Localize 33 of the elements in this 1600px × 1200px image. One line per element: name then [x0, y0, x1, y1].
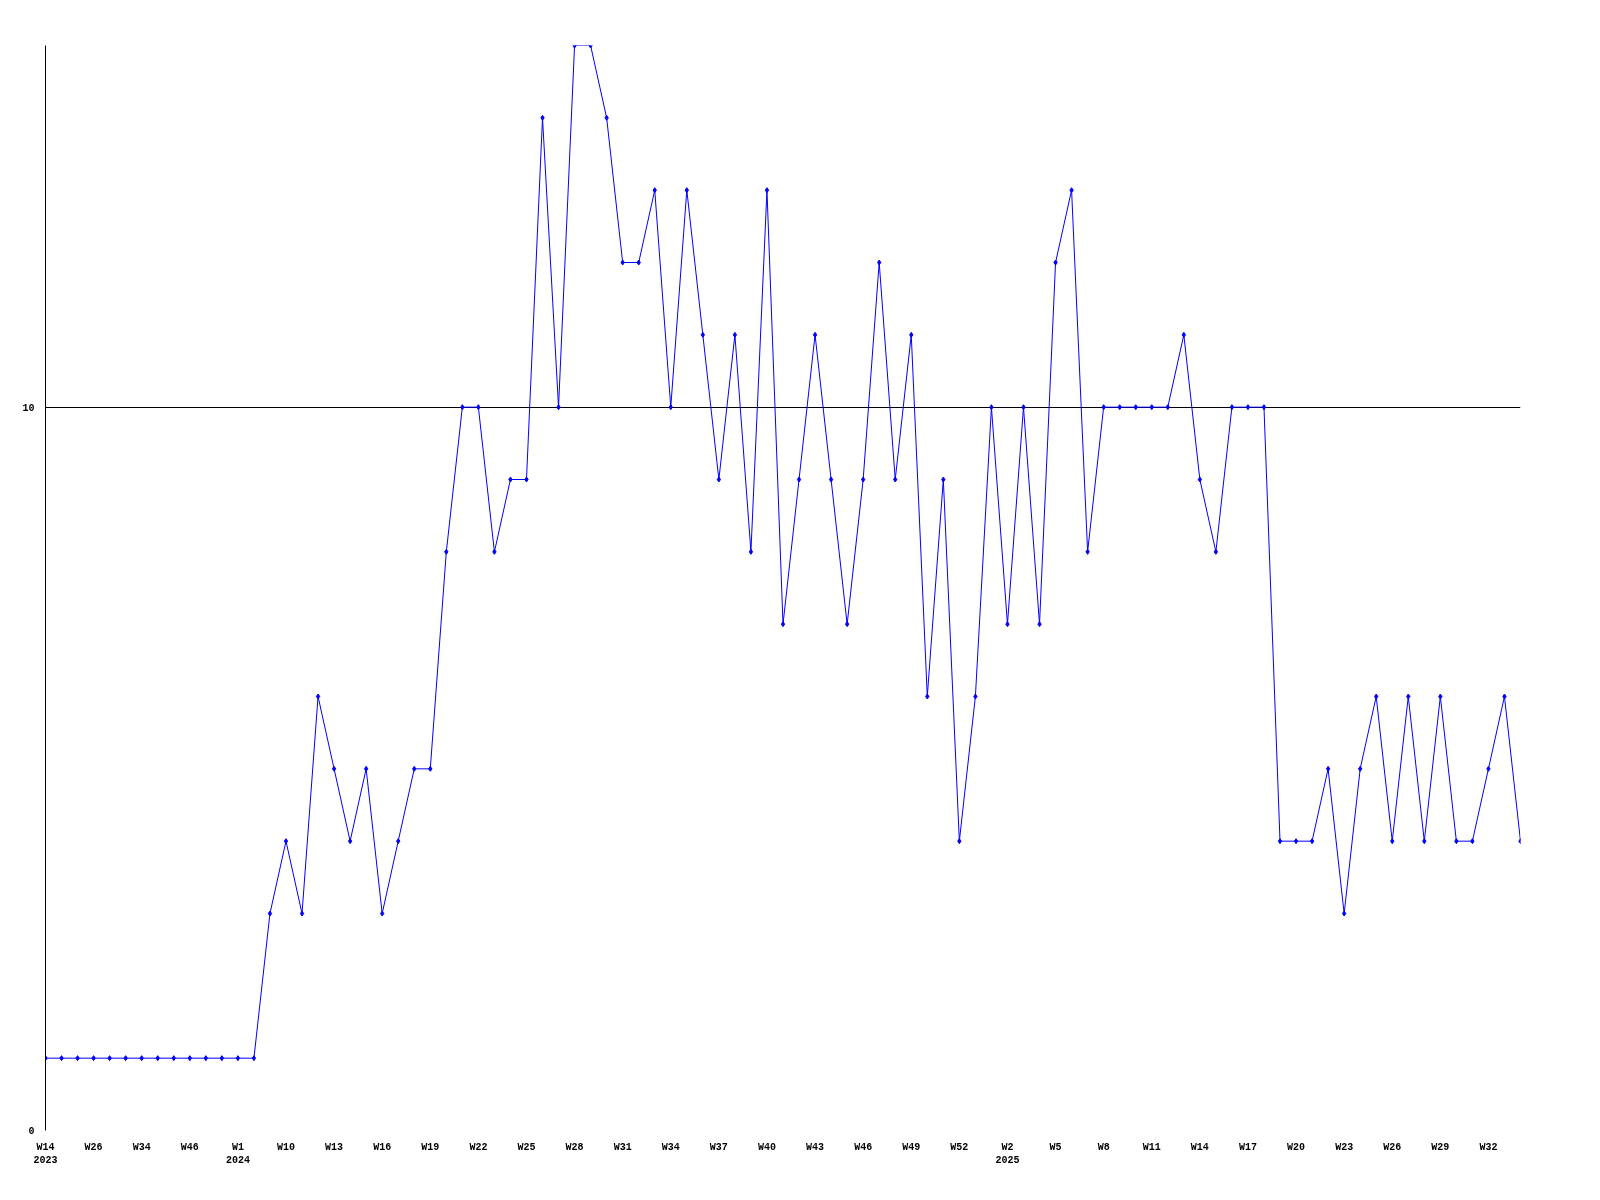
x-tick-label: W34 [132, 1141, 151, 1153]
x-tick-label: W26 [84, 1141, 103, 1153]
x-tick-label: W11 [1142, 1141, 1161, 1153]
x-tick-label: W25 [517, 1141, 536, 1153]
x-tick-label: W22 [469, 1141, 488, 1153]
x-tick-label: W29 [1431, 1141, 1450, 1153]
y-tick-label: 0 [28, 1126, 35, 1137]
x-tick-label: W52 [950, 1141, 969, 1153]
x-tick-label: W43 [806, 1141, 825, 1153]
x-tick-label: W14 2023 [33, 1141, 58, 1166]
x-tick-label: W23 [1335, 1141, 1354, 1153]
x-tick-label: W16 [373, 1141, 392, 1153]
x-tick-label: W34 [661, 1141, 680, 1153]
x-tick-label: W10 [276, 1141, 295, 1153]
x-tick-label: W46 [180, 1141, 199, 1153]
x-tick-label: W17 [1238, 1141, 1257, 1153]
x-tick-label: W1 2024 [225, 1141, 250, 1166]
x-tick-label: W14 [1190, 1141, 1209, 1153]
x-tick-label: W5 [1049, 1141, 1062, 1153]
x-tick-label: W13 [325, 1141, 344, 1153]
x-tick-label: W49 [902, 1141, 921, 1153]
x-tick-label: W40 [757, 1141, 776, 1153]
x-tick-label: W20 [1287, 1141, 1306, 1153]
x-tick-label: W2 2025 [995, 1141, 1020, 1166]
y-tick-label: 10 [22, 402, 35, 414]
x-tick-label: W46 [854, 1141, 873, 1153]
x-tick-label: W26 [1383, 1141, 1402, 1153]
x-tick-label: W37 [709, 1141, 728, 1153]
x-tick-label: W8 [1097, 1141, 1110, 1153]
x-tick-label: W31 [613, 1141, 632, 1153]
x-tick-label: W19 [421, 1141, 440, 1153]
x-tick-label: W28 [565, 1141, 584, 1153]
x-tick-label: W32 [1479, 1141, 1498, 1153]
